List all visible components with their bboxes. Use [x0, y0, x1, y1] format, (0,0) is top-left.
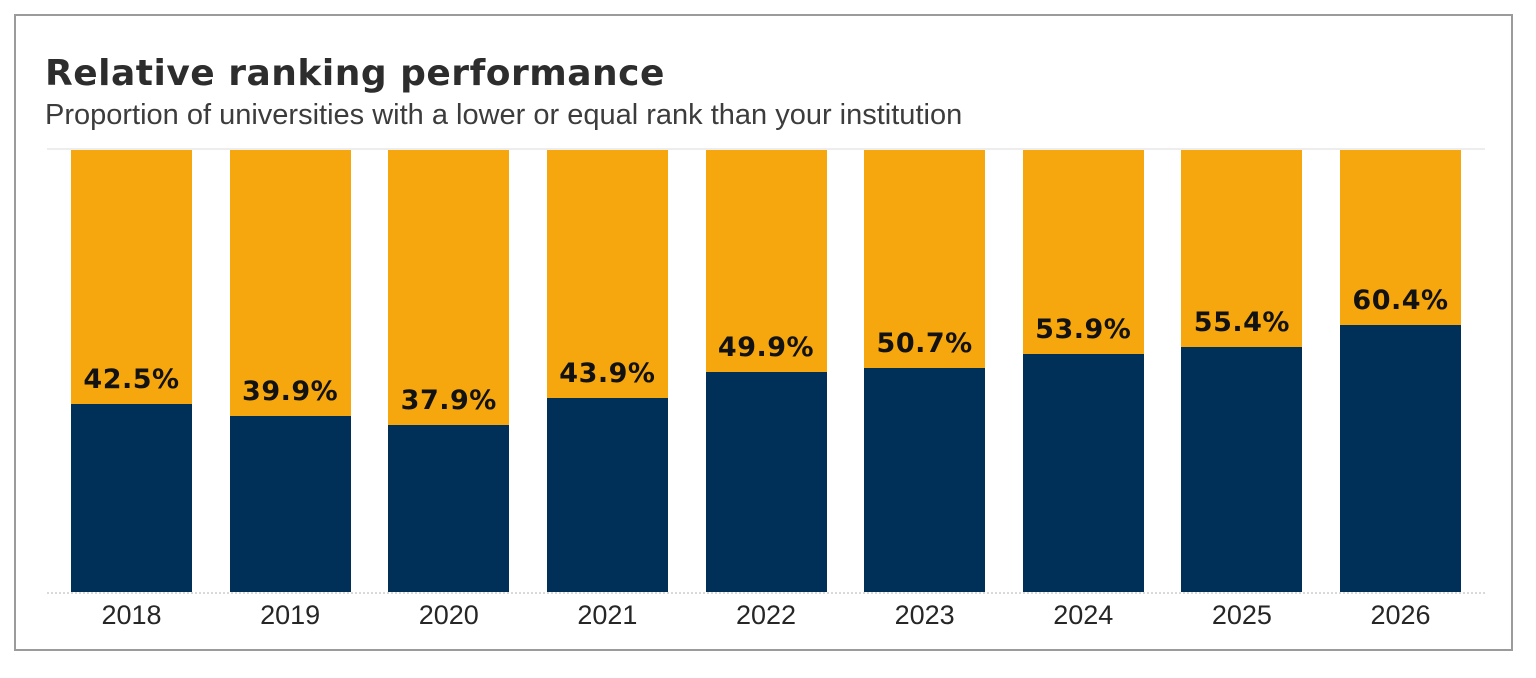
x-axis-tick-label: 2019 [260, 600, 321, 631]
chart-card: Relative ranking performance Proportion … [14, 14, 1513, 651]
x-axis-tick-label: 2024 [1053, 600, 1114, 631]
bar-segment-remainder [546, 150, 668, 399]
bar-segment-remainder [1340, 150, 1461, 326]
bar-segment-remainder [1022, 150, 1144, 355]
chart-title: Relative ranking performance [45, 53, 665, 94]
x-axis-tick-label: 2025 [1211, 600, 1272, 631]
bar-segment-remainder [229, 150, 351, 416]
bar-2020: 37.9% [388, 150, 510, 593]
bar-value-label: 55.4% [1193, 307, 1290, 339]
bar-2018: 42.5% [71, 150, 192, 593]
bar-segment-remainder [864, 150, 986, 369]
bar-value-label: 43.9% [559, 358, 656, 390]
bar-2025: 55.4% [1181, 150, 1303, 593]
bar-value-label: 49.9% [717, 331, 815, 363]
x-axis-tick-label: 2021 [577, 600, 638, 631]
bar-2019: 39.9% [229, 150, 351, 593]
bar-segment-proportion [229, 415, 351, 593]
bar-segment-proportion [71, 404, 192, 593]
bar-2026: 60.4% [1340, 150, 1461, 593]
bar-value-label: 39.9% [242, 375, 339, 407]
bar-2024: 53.9% [1022, 150, 1144, 593]
bar-segment-proportion [1022, 354, 1144, 593]
bar-value-label: 60.4% [1352, 285, 1449, 317]
bar-segment-proportion [388, 424, 510, 593]
x-axis-baseline [47, 592, 1485, 595]
bar-segment-proportion [1340, 325, 1461, 593]
bar-2022: 49.9% [705, 150, 827, 593]
bar-value-label: 37.9% [400, 384, 497, 416]
bar-segment-remainder [705, 150, 827, 372]
bars-container: 42.5% 39.9% 37.9% 43.9% 49.9% 50.7% 53.9% 55.4%… [47, 150, 1485, 593]
x-axis-tick-label: 2026 [1370, 600, 1431, 631]
bar-value-label: 50.7% [876, 328, 973, 360]
bar-value-label: 42.5% [83, 364, 180, 396]
stacked-bar-chart-plot-area: 42.5% 39.9% 37.9% 43.9% 49.9% 50.7% 53.9% 55.4%… [47, 148, 1485, 595]
x-axis-tick-label: 2022 [735, 600, 797, 631]
bar-value-label: 53.9% [1035, 314, 1132, 346]
bar-segment-proportion [546, 398, 668, 593]
bar-segment-proportion [864, 368, 986, 593]
bar-segment-remainder [1181, 150, 1303, 348]
bar-segment-proportion [1181, 347, 1303, 593]
bar-segment-proportion [705, 371, 827, 593]
x-axis-tick-label: 2018 [101, 600, 162, 631]
x-axis-tick-label: 2020 [418, 600, 479, 631]
bar-2023: 50.7% [864, 150, 986, 593]
x-axis-tick-label: 2023 [894, 600, 955, 631]
bar-2021: 43.9% [546, 150, 668, 593]
x-axis-labels: 2018 2019 2020 2021 2022 2023 2024 2025 2026 [47, 600, 1485, 631]
chart-subtitle: Proportion of universities with a lower … [45, 98, 963, 131]
bar-segment-remainder [388, 150, 510, 425]
bar-segment-remainder [71, 150, 192, 405]
